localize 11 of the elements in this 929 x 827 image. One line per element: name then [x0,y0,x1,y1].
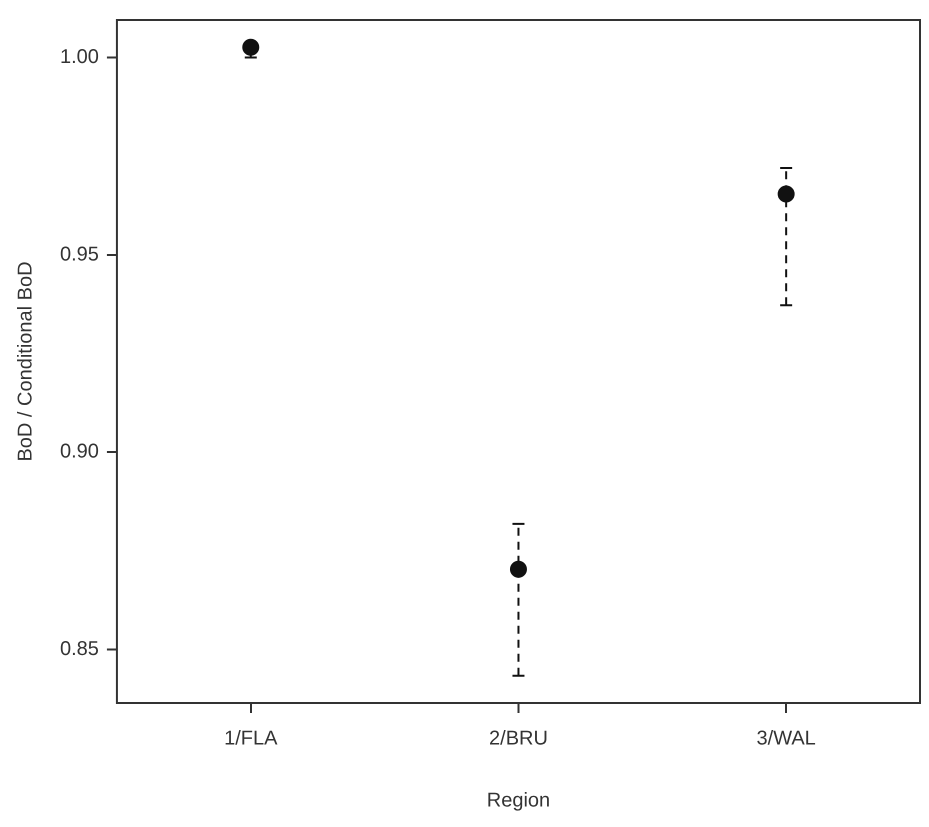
y-axis-title: BoD / Conditional BoD [14,261,37,462]
y-tick-label: 0.95 [60,243,99,266]
point [778,186,795,203]
x-tick-label: 3/WAL [756,728,816,750]
x-axis-title: Region [486,790,550,812]
y-tick-label: 0.85 [60,638,99,660]
point [510,560,527,578]
x-tick-label: 1/FLA [224,728,278,750]
y-tick-label: 1.00 [60,46,99,68]
y-tick-label: 0.90 [60,440,99,463]
x-tick-label: 2/BRU [489,728,548,750]
